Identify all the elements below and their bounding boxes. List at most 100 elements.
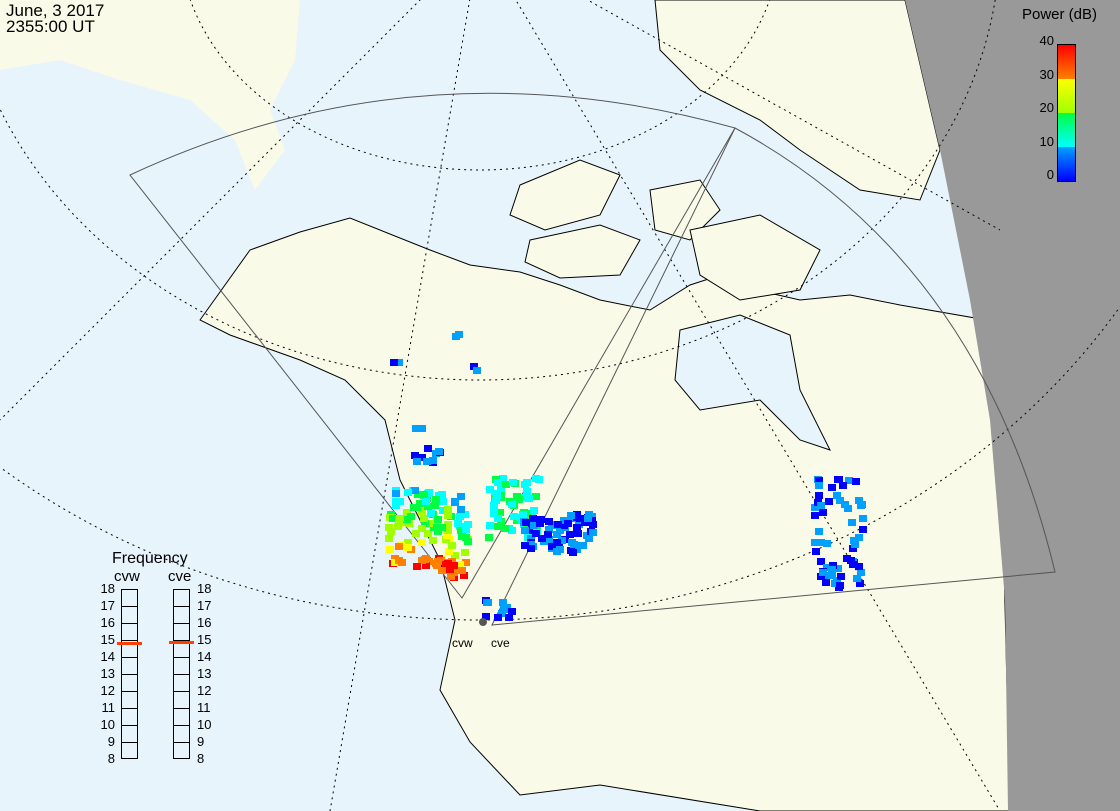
scatter-cell (412, 530, 420, 537)
scatter-cell (553, 531, 561, 538)
frequency-bar-cvw (121, 589, 138, 759)
scatter-cell (829, 562, 837, 569)
scatter-cell (589, 529, 597, 536)
scatter-cell (456, 561, 464, 568)
scatter-cell (452, 333, 460, 340)
scatter-cell (422, 562, 430, 569)
date-label: June, 3 2017 (6, 1, 105, 20)
scatter-cell (825, 498, 833, 505)
scatter-cell (457, 527, 465, 534)
cvw-fov (129, 92, 736, 599)
site-label-cvw: cvw (452, 636, 473, 650)
cvw-label: cvw (114, 568, 140, 585)
scatter-cell (494, 523, 502, 530)
scatter-cell (386, 546, 394, 553)
scatter-cell (413, 458, 421, 465)
scatter-cell (418, 425, 426, 432)
scatter-cell (392, 490, 400, 497)
scatter-cell (454, 520, 462, 527)
frequency-tick: 9 (197, 734, 205, 749)
scatter-cell (462, 526, 470, 533)
scatter-cell (462, 534, 470, 541)
scatter-cell (844, 505, 852, 512)
scatter-cell (573, 514, 581, 521)
scatter-cell (414, 491, 422, 498)
scatter-cells (385, 331, 867, 621)
scatter-cell (439, 498, 447, 505)
scatter-cell (501, 525, 509, 532)
scatter-cell (532, 530, 540, 537)
scatter-cell (855, 497, 863, 504)
scatter-cell (461, 549, 469, 556)
scatter-cell (855, 534, 863, 541)
scatter-cell (442, 536, 450, 543)
scatter-cell (525, 495, 533, 502)
scatter-cell (848, 519, 856, 526)
scatter-cell (536, 520, 544, 527)
scatter-cell (462, 559, 470, 566)
scatter-cell (435, 448, 443, 455)
arctic-island (509, 159, 621, 231)
scatter-cell (429, 457, 437, 464)
scatter-cell (522, 519, 530, 526)
site-label-cve: cve (491, 636, 510, 650)
scatter-cell (823, 540, 831, 547)
scatter-cell (517, 514, 525, 521)
scatter-cell (853, 575, 861, 582)
hudson-bay (674, 314, 831, 451)
scatter-cell (828, 484, 836, 491)
scatter-cell (444, 521, 452, 528)
scatter-cell (413, 563, 421, 570)
scatter-cell (811, 512, 819, 519)
scatter-cell (411, 487, 419, 494)
scatter-cell (385, 535, 393, 542)
frequency-tick: 17 (197, 598, 212, 613)
scatter-cell (496, 509, 504, 516)
scatter-cell (423, 458, 431, 465)
scatter-cell (812, 548, 820, 555)
frequency-bar-cve (173, 589, 190, 759)
frequency-tick: 10 (197, 717, 212, 732)
scatter-cell (485, 534, 493, 541)
scatter-cell (389, 515, 397, 522)
scatter-cell (857, 569, 865, 576)
scatter-cell (831, 580, 839, 587)
scatter-cell (434, 516, 442, 523)
scatter-cell (851, 541, 859, 548)
scatter-cell (584, 515, 592, 522)
scatter-cell (432, 496, 440, 503)
scatter-cell (490, 510, 498, 517)
scatter-cell (585, 535, 593, 542)
colorbar-tick: 10 (1039, 134, 1054, 149)
scatter-cell (424, 445, 432, 452)
scatter-cell (500, 605, 508, 612)
scatter-cell (839, 482, 847, 489)
scatter-cell (556, 546, 564, 553)
scatter-cell (457, 506, 465, 513)
scatter-cell (521, 542, 529, 549)
scatter-cell (828, 566, 836, 573)
scatter-cell (817, 573, 825, 580)
scatter-cell (404, 539, 412, 546)
scatter-cell (859, 515, 867, 522)
frequency-tick: 12 (197, 683, 212, 698)
scatter-cell (819, 569, 827, 576)
scatter-cell (548, 543, 556, 550)
landmass (0, 0, 1011, 811)
scatter-cell (460, 572, 468, 579)
scatter-cell (444, 560, 452, 567)
scatter-cell (843, 555, 851, 562)
scatter-cell (470, 363, 478, 370)
scatter-cell (527, 541, 535, 548)
scatter-cell (859, 526, 867, 533)
scatter-cell (834, 565, 842, 572)
scatter-cell (537, 516, 545, 523)
scatter-cell (493, 492, 501, 499)
scatter-cell (422, 498, 430, 505)
scatter-cell (553, 539, 561, 546)
radar-fov (129, 92, 1056, 626)
scatter-cell (439, 507, 447, 514)
scatter-cell (855, 563, 863, 570)
